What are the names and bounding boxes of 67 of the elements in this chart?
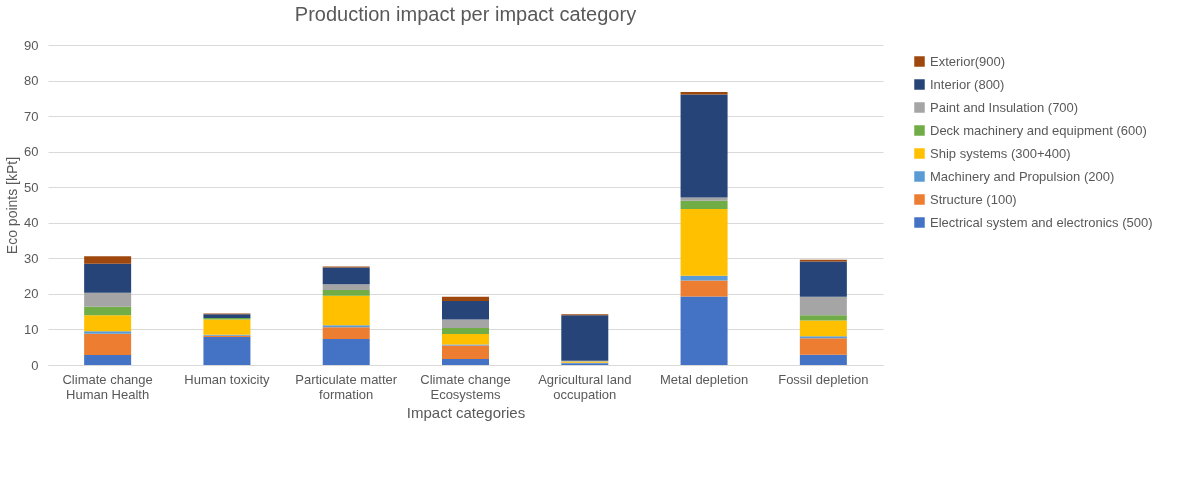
legend-label: Exterior(900) bbox=[930, 53, 1006, 69]
legend-label: Ship systems (300+400) bbox=[930, 145, 1071, 161]
bar bbox=[442, 296, 489, 301]
bar bbox=[322, 325, 370, 328]
y-tick-label: 80 bbox=[24, 73, 39, 89]
bar bbox=[442, 358, 489, 365]
bar bbox=[84, 315, 132, 332]
x-tick-label: Agricultural land occupation bbox=[538, 371, 632, 402]
y-tick-label: 90 bbox=[24, 37, 39, 53]
bar bbox=[799, 338, 847, 355]
x-tick-label: Human toxicity bbox=[184, 371, 271, 387]
bar bbox=[84, 331, 132, 334]
bar bbox=[322, 295, 370, 326]
legend-label: Machinery and Propulsion (200) bbox=[930, 168, 1115, 184]
bar bbox=[84, 355, 132, 365]
bar bbox=[799, 261, 847, 297]
x-axis-title: Impact categories bbox=[406, 403, 526, 421]
y-tick-label: 30 bbox=[24, 250, 39, 266]
bar bbox=[680, 280, 728, 297]
bar bbox=[322, 327, 370, 340]
y-tick-label: 0 bbox=[31, 357, 39, 373]
legend-label: Interior (800) bbox=[930, 76, 1005, 92]
bar bbox=[561, 315, 609, 361]
bar bbox=[680, 208, 728, 276]
x-tick-label: Metal depletion bbox=[659, 371, 749, 387]
legend-label: Deck machinery and equipment (600) bbox=[930, 122, 1147, 138]
y-tick-label: 20 bbox=[24, 286, 39, 302]
bar bbox=[680, 197, 728, 201]
bar bbox=[680, 200, 728, 209]
y-tick-label: 40 bbox=[24, 215, 39, 231]
bar bbox=[84, 263, 132, 293]
bar bbox=[799, 336, 847, 339]
bar bbox=[84, 292, 132, 307]
legend-label: Electrical system and electronics (500) bbox=[930, 214, 1153, 230]
x-tick-label: Particulate matter formation bbox=[295, 371, 398, 402]
bar bbox=[799, 354, 847, 365]
y-tick-label: 70 bbox=[24, 108, 39, 124]
bar bbox=[84, 306, 132, 316]
y-axis-title: Eco points [kPt] bbox=[4, 156, 21, 255]
bar bbox=[322, 267, 370, 285]
y-tick-label: 50 bbox=[24, 179, 39, 195]
x-tick-label: Climate change Human Health bbox=[62, 371, 153, 402]
bar bbox=[322, 284, 370, 290]
bar bbox=[799, 320, 847, 337]
bar bbox=[203, 336, 251, 365]
y-tick-label: 60 bbox=[24, 144, 39, 160]
y-tick-label: 10 bbox=[24, 321, 39, 337]
bar bbox=[799, 296, 847, 316]
bar bbox=[442, 301, 489, 320]
x-tick-label: Climate change Ecosystems bbox=[420, 371, 511, 402]
bar bbox=[442, 334, 489, 345]
chart-title: Production impact per impact category bbox=[294, 3, 637, 25]
bar bbox=[203, 314, 251, 319]
bar bbox=[84, 256, 132, 264]
legend-label: Structure (100) bbox=[930, 191, 1017, 207]
legend-label: Paint and Insulation (700) bbox=[930, 99, 1079, 115]
bar bbox=[322, 339, 370, 365]
bar bbox=[680, 296, 728, 365]
bar bbox=[442, 319, 489, 329]
bar bbox=[680, 94, 728, 198]
bar bbox=[322, 289, 370, 296]
bar bbox=[799, 315, 847, 321]
bar bbox=[84, 333, 132, 356]
bar bbox=[442, 328, 489, 335]
bar bbox=[442, 345, 489, 359]
x-tick-label: Fossil depletion bbox=[778, 371, 869, 387]
bar bbox=[203, 319, 251, 335]
